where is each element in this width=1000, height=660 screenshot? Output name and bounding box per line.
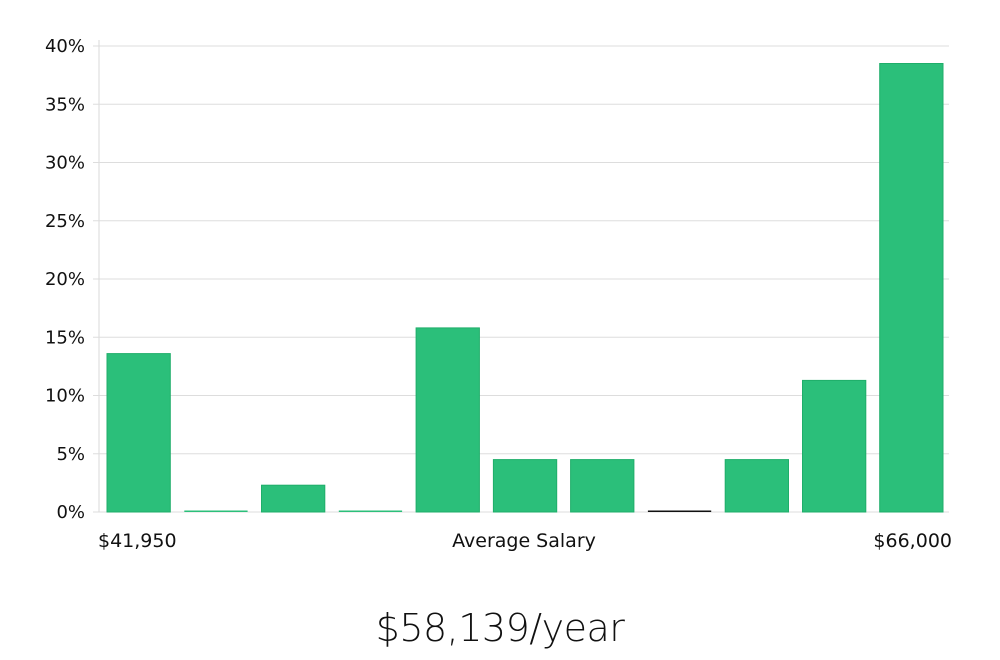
- y-tick-label: 30%: [45, 153, 85, 174]
- y-tick-label: 40%: [45, 36, 85, 57]
- y-tick-label: 25%: [45, 211, 85, 232]
- bar-2: [184, 510, 248, 512]
- bar-6: [492, 459, 558, 513]
- bar-1: [106, 353, 171, 513]
- y-tick-label: 5%: [56, 444, 85, 465]
- salary-histogram-chart: 0% 5% 10% 15% 20% 25% 30% 35% 40% $41,950 Averag…: [45, 36, 952, 552]
- y-tick-label: 35%: [45, 94, 85, 115]
- y-tick-label: 15%: [45, 327, 85, 348]
- bar-9: [724, 459, 790, 513]
- bar-11: [879, 63, 944, 513]
- y-tick-label: 10%: [45, 386, 85, 407]
- bar-5: [415, 327, 480, 513]
- average-salary-value: $58,139/year: [375, 606, 625, 650]
- bar-10: [802, 379, 867, 513]
- x-min-label: $41,950: [98, 530, 177, 552]
- y-tick-label: 20%: [45, 269, 85, 290]
- bar-7: [570, 459, 635, 513]
- y-axis: 0% 5% 10% 15% 20% 25% 30% 35% 40%: [45, 36, 85, 523]
- bar-8: [647, 510, 712, 512]
- bars: [106, 63, 944, 513]
- x-max-label: $66,000: [873, 530, 952, 552]
- bar-4: [338, 510, 403, 512]
- x-axis-title: Average Salary: [452, 530, 596, 552]
- bar-3: [261, 484, 326, 513]
- y-tick-label: 0%: [56, 502, 85, 523]
